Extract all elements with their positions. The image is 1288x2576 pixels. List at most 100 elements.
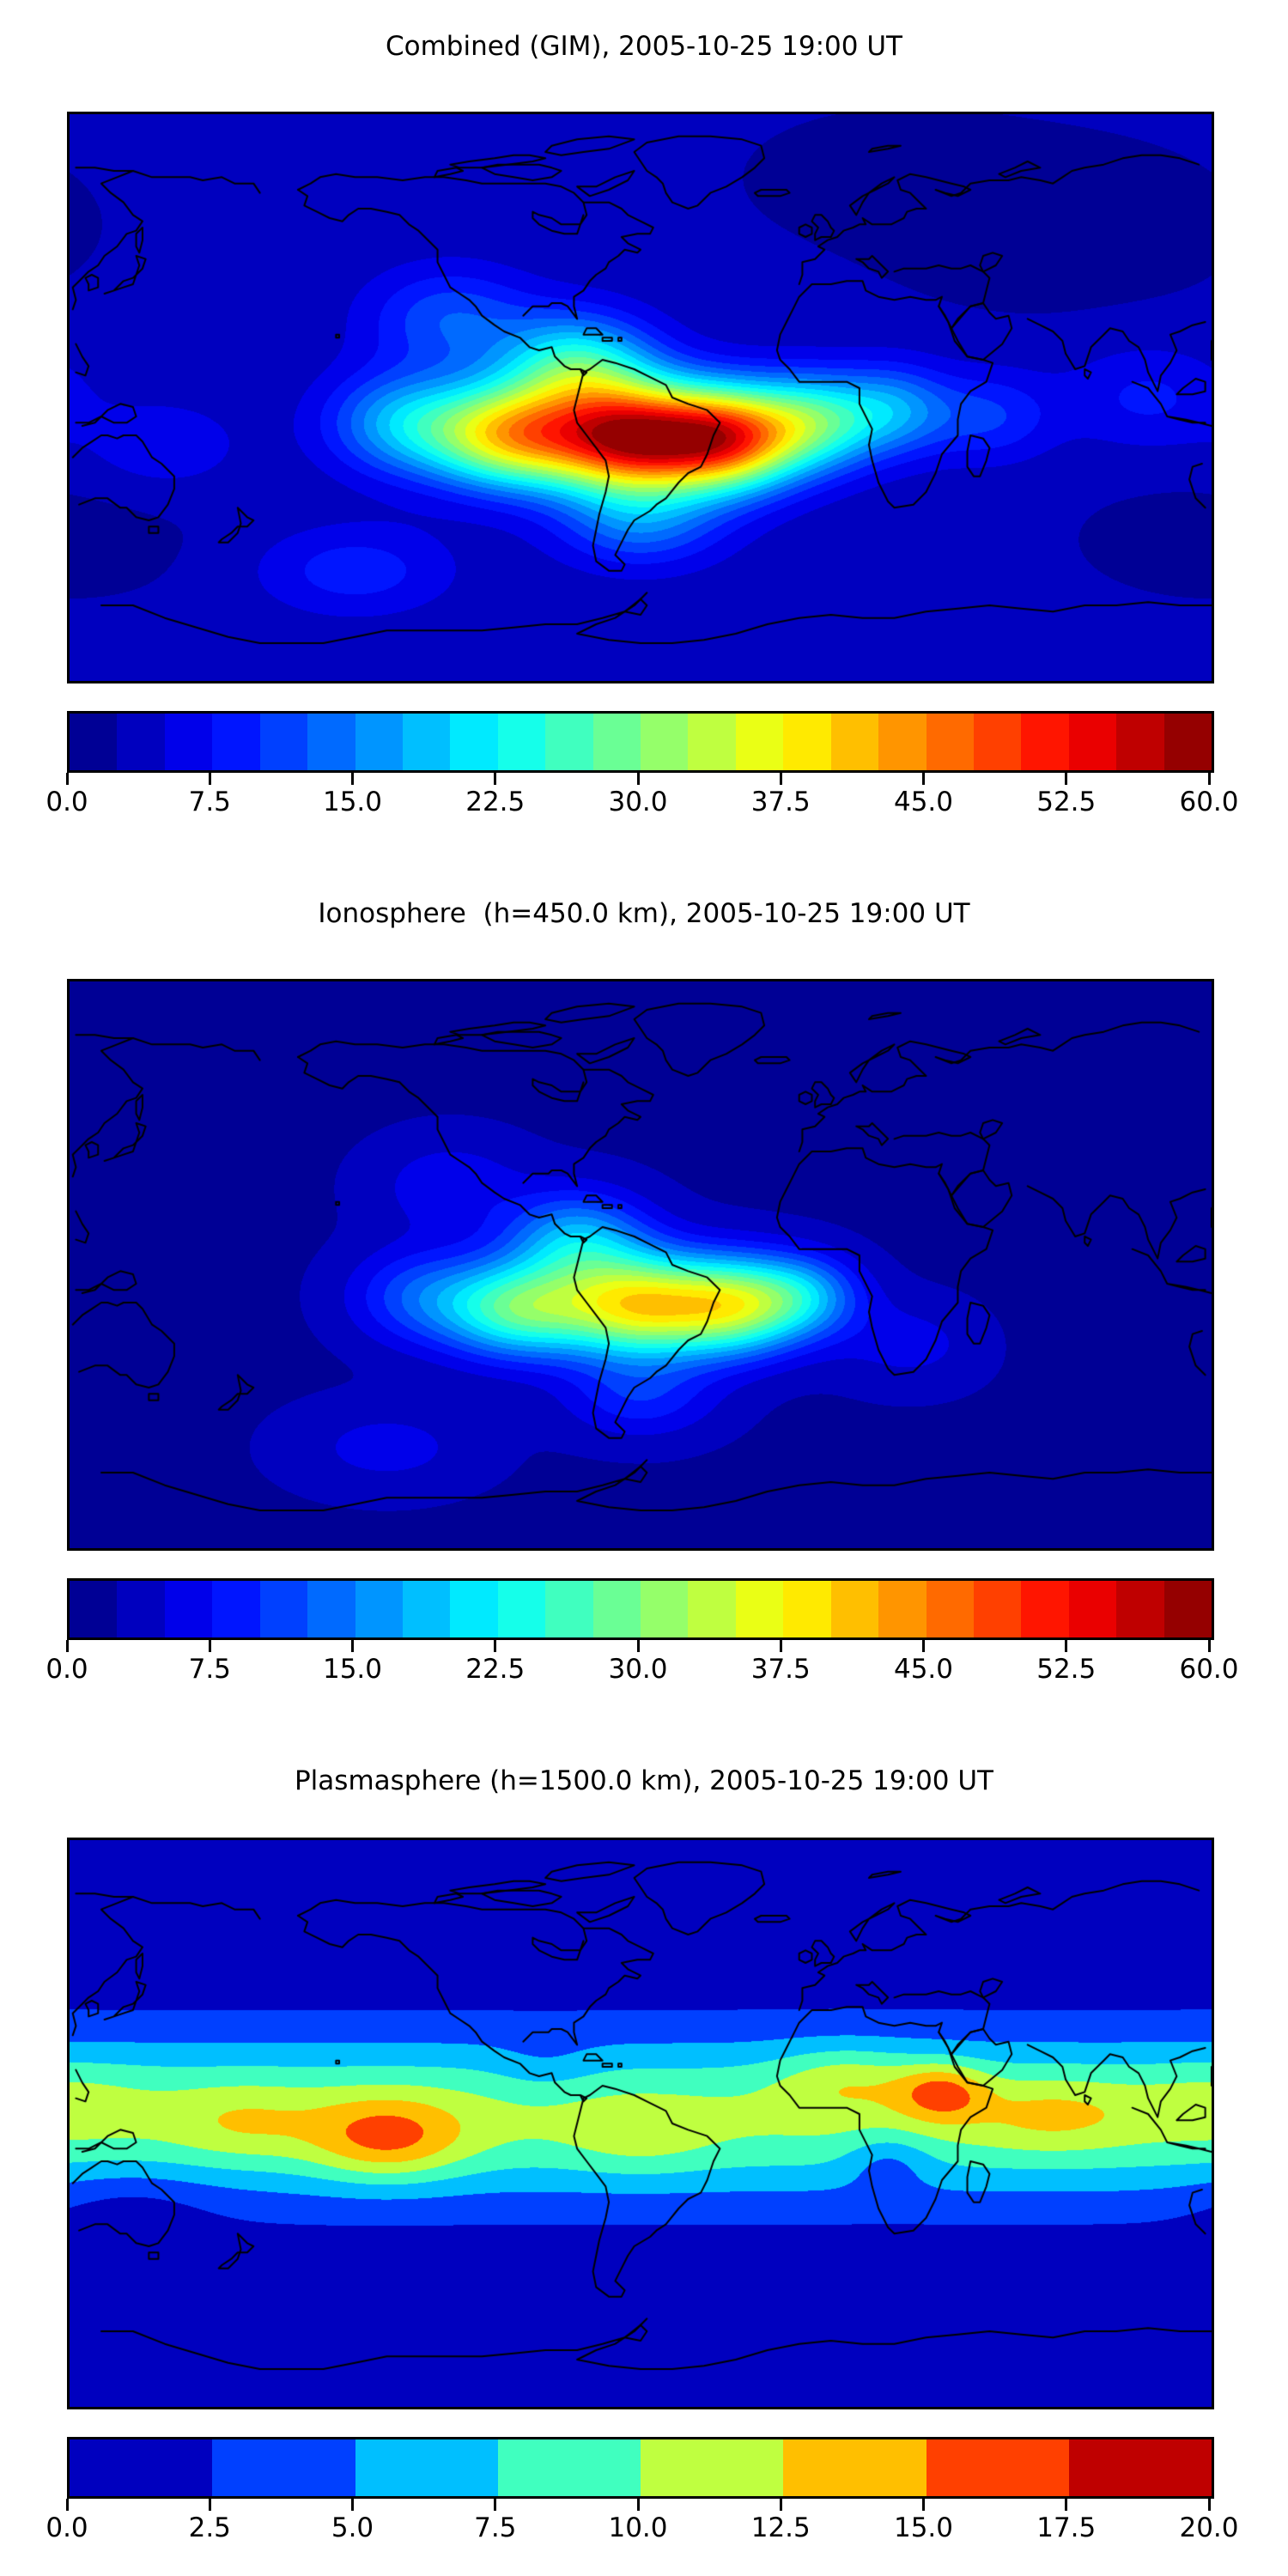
panel-ionosphere: Ionosphere (h=450.0 km), 2005-10-25 19:0…	[0, 859, 1288, 1726]
map-canvas-combined-gim	[70, 114, 1212, 681]
panel-combined-gim: Combined (GIM), 2005-10-25 19:00 UT 0.0 7…	[0, 0, 1288, 859]
colorbar-ionosphere: 0.0 7.5 15.0 22.5 30.0 37.5 45.0 52.5 60.0	[46, 1578, 1239, 1692]
colorbar-tick	[65, 1640, 69, 1652]
colorbar-tick-label: 0.0	[46, 787, 88, 817]
colorbar-band	[307, 714, 355, 770]
colorbar-tick-labels-combined-gim: 0.0 7.5 15.0 22.5 30.0 37.5 45.0 52.5 60.0	[46, 785, 1238, 824]
colorbar-band	[830, 714, 879, 770]
colorbar-band	[70, 2439, 213, 2496]
colorbar-tick	[208, 1640, 211, 1652]
colorbar-tick-label: 0.0	[46, 2512, 88, 2543]
colorbar-tick-label: 7.5	[188, 787, 231, 817]
colorbar-band	[1068, 714, 1117, 770]
colorbar-band	[497, 1581, 546, 1637]
colorbar-band	[641, 1581, 689, 1637]
panel-title-ionosphere: Ionosphere (h=450.0 km), 2005-10-25 19:0…	[318, 898, 970, 929]
colorbar-tick-label: 30.0	[608, 1654, 668, 1685]
colorbar-band	[355, 2439, 498, 2496]
colorbar-tick-label: 52.5	[1036, 1654, 1097, 1685]
colorbar-tick	[922, 2499, 925, 2511]
colorbar-band	[974, 1581, 1022, 1637]
colorbar-tick-label: 30.0	[608, 787, 668, 817]
colorbar-band	[212, 714, 260, 770]
colorbar-tick-label: 15.0	[322, 787, 383, 817]
colorbar-tick-labels-ionosphere: 0.0 7.5 15.0 22.5 30.0 37.5 45.0 52.5 60.0	[46, 1652, 1238, 1692]
colorbar-band	[450, 714, 498, 770]
colorbar-tick	[65, 773, 69, 785]
colorbar-band	[402, 714, 451, 770]
colorbar-band	[1116, 714, 1164, 770]
colorbar-tick	[1207, 1640, 1211, 1652]
colorbar-tick-label: 52.5	[1036, 787, 1097, 817]
colorbar-band	[830, 1581, 879, 1637]
colorbar-bands-combined-gim	[67, 711, 1214, 773]
colorbar-band	[259, 1581, 308, 1637]
colorbar-tick-label: 10.0	[608, 2512, 668, 2543]
colorbar-band	[497, 2439, 641, 2496]
colorbar-band	[212, 2439, 355, 2496]
colorbar-tick	[779, 1640, 782, 1652]
colorbar-band	[1163, 1581, 1212, 1637]
colorbar-tick-label: 45.0	[893, 1654, 954, 1685]
colorbar-tick	[351, 773, 354, 785]
map-canvas-ionosphere	[70, 981, 1212, 1548]
colorbar-band	[783, 2439, 927, 2496]
colorbar-tick-label: 22.5	[465, 787, 526, 817]
colorbar-tick	[1065, 773, 1068, 785]
colorbar-band	[1163, 714, 1212, 770]
colorbar-tick-label: 0.0	[46, 1654, 88, 1685]
colorbar-band	[307, 1581, 355, 1637]
colorbar-band	[783, 714, 831, 770]
colorbar-band	[450, 1581, 498, 1637]
colorbar-band	[926, 714, 975, 770]
colorbar-tick	[494, 2499, 497, 2511]
colorbar-band	[688, 714, 736, 770]
panel-title-combined-gim: Combined (GIM), 2005-10-25 19:00 UT	[386, 31, 902, 62]
colorbar-bands-ionosphere	[67, 1578, 1214, 1640]
colorbar-band	[1116, 1581, 1164, 1637]
colorbar-band	[117, 714, 165, 770]
colorbar-tick-labels-plasmasphere: 0.0 2.5 5.0 7.5 10.0 12.5 15.0 17.5 20.0	[46, 2511, 1238, 2550]
colorbar-band	[688, 1581, 736, 1637]
colorbar-band	[545, 714, 593, 770]
colorbar-tick-label: 5.0	[331, 2512, 374, 2543]
colorbar-tick-label: 60.0	[1179, 787, 1239, 817]
colorbar-ticks-ionosphere	[64, 1640, 1212, 1652]
colorbar-tick-label: 45.0	[893, 787, 954, 817]
panel-title-plasmasphere: Plasmasphere (h=1500.0 km), 2005-10-25 1…	[294, 1765, 993, 1796]
map-combined-gim	[67, 112, 1214, 683]
colorbar-band	[355, 714, 403, 770]
colorbar-band	[1068, 1581, 1117, 1637]
colorbar-band	[878, 714, 927, 770]
colorbar-band	[212, 1581, 260, 1637]
colorbar-tick	[636, 773, 640, 785]
panel-plasmasphere: Plasmasphere (h=1500.0 km), 2005-10-25 1…	[0, 1726, 1288, 2576]
colorbar-tick	[208, 2499, 211, 2511]
colorbar-tick	[636, 2499, 640, 2511]
colorbar-tick-label: 12.5	[750, 2512, 811, 2543]
colorbar-tick	[779, 2499, 782, 2511]
colorbar-band	[164, 1581, 213, 1637]
colorbar-tick-label: 20.0	[1179, 2512, 1239, 2543]
colorbar-band	[545, 1581, 593, 1637]
colorbar-tick	[351, 2499, 354, 2511]
colorbar-combined-gim: 0.0 7.5 15.0 22.5 30.0 37.5 45.0 52.5 60.0	[46, 711, 1239, 824]
colorbar-tick-label: 22.5	[465, 1654, 526, 1685]
colorbar-tick	[351, 1640, 354, 1652]
colorbar-band	[1068, 2439, 1212, 2496]
colorbar-band	[70, 714, 118, 770]
colorbar-ticks-combined-gim	[64, 773, 1212, 785]
colorbar-tick-label: 60.0	[1179, 1654, 1239, 1685]
colorbar-band	[402, 1581, 451, 1637]
colorbar-band	[164, 714, 213, 770]
colorbar-tick	[779, 773, 782, 785]
colorbar-tick-label: 7.5	[188, 1654, 231, 1685]
colorbar-band	[926, 1581, 975, 1637]
colorbar-tick	[1065, 2499, 1068, 2511]
colorbar-band	[974, 714, 1022, 770]
colorbar-tick	[636, 1640, 640, 1652]
colorbar-tick	[494, 1640, 497, 1652]
colorbar-tick-label: 2.5	[188, 2512, 231, 2543]
colorbar-band	[735, 1581, 784, 1637]
